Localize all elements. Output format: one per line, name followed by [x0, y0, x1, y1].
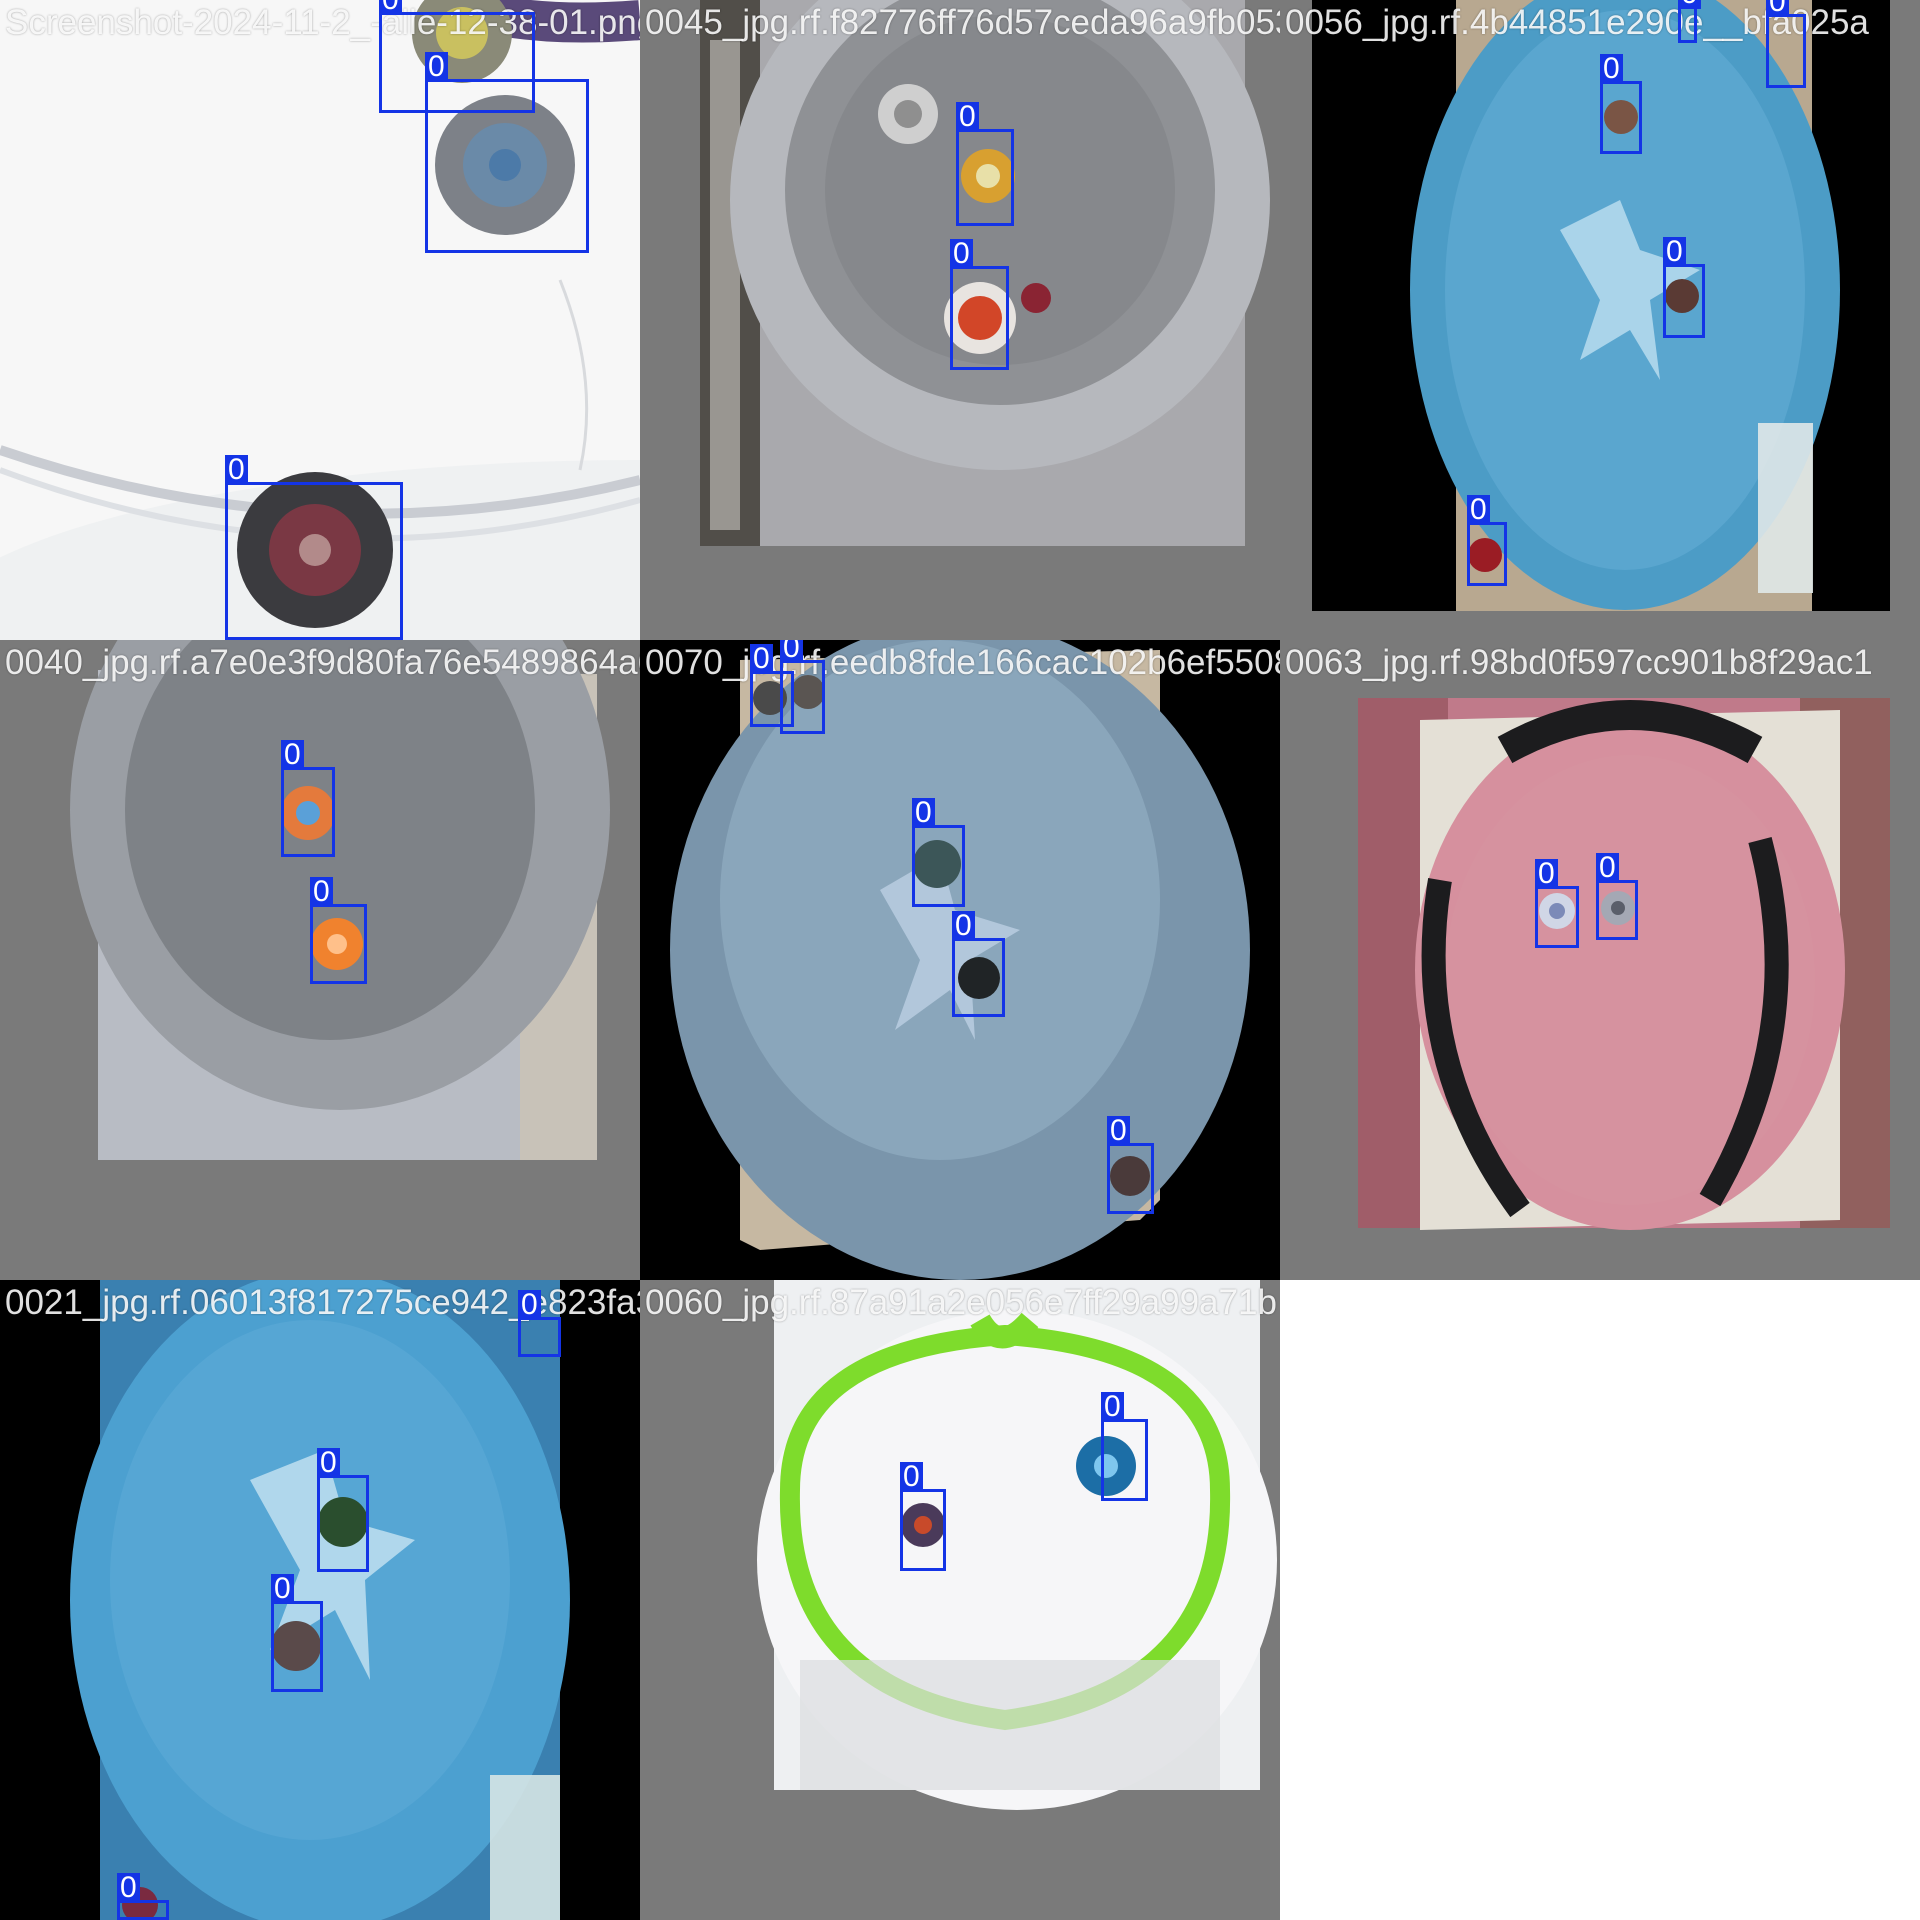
tile-0-title: Screenshot-2024-11-2_-alle-12-38-01.png [5, 3, 640, 42]
tile-5: 0063_jpg.rf.98bd0f597cc901b8f29ac1 0 0 [1280, 640, 1920, 1280]
tile-7: 0060_jpg.rf.87a91a2e056e7ff29a99a71b 0 0 [640, 1280, 1280, 1920]
tile-3: 0040_jpg.rf.a7e0e3f9d80fa76e5489864a6 0 … [0, 640, 640, 1280]
class-label: 0 [425, 52, 448, 82]
detection-box: 0 [950, 239, 1009, 370]
detection-box: 0 [1663, 237, 1705, 338]
detection-box: 0 [518, 1290, 561, 1357]
class-label: 0 [117, 1873, 140, 1903]
class-label: 0 [1663, 237, 1686, 267]
tile-2: 0056_jpg.rf.4b44851e290e__bfa025a 0 0 0 … [1280, 0, 1920, 640]
detection-box: 0 [271, 1574, 323, 1692]
detection-box: 0 [1600, 54, 1642, 154]
class-label: 0 [317, 1448, 340, 1478]
tile-4: 0070_jpg.rf.eedb8fde166cac102b6ef55082 0… [640, 640, 1280, 1280]
class-label: 0 [518, 1290, 541, 1320]
detection-box: 0 [379, 0, 535, 113]
class-label: 0 [271, 1574, 294, 1604]
class-label: 0 [281, 740, 304, 770]
class-label: 0 [310, 877, 333, 907]
detection-box: 0 [317, 1448, 369, 1572]
detection-box: 0 [425, 52, 589, 253]
tile-0: Screenshot-2024-11-2_-alle-12-38-01.png … [0, 0, 640, 640]
detection-box: 0 [1678, 0, 1701, 43]
tile-3-photo [0, 640, 640, 1280]
detection-box: 0 [900, 1462, 946, 1571]
tile-6-photo [0, 1280, 640, 1920]
class-label: 0 [750, 644, 773, 674]
detection-box: 0 [117, 1873, 169, 1920]
class-label: 0 [780, 640, 803, 663]
detection-box: 0 [952, 911, 1005, 1017]
class-label: 0 [1101, 1392, 1124, 1422]
class-label: 0 [1467, 495, 1490, 525]
detection-box: 0 [1766, 0, 1806, 88]
class-label: 0 [1766, 0, 1789, 17]
detection-box: 0 [912, 798, 965, 907]
class-label: 0 [1600, 54, 1623, 84]
tile-4-photo [640, 640, 1280, 1280]
detection-box: 0 [780, 640, 825, 734]
detection-box: 0 [1596, 853, 1638, 940]
tile-6: 0021_jpg.rf.06013f817275ce942_e823fa3c2d… [0, 1280, 640, 1920]
class-label: 0 [956, 102, 979, 132]
class-label: 0 [1596, 853, 1619, 883]
detection-box: 0 [1467, 495, 1507, 586]
tile-7-title: 0060_jpg.rf.87a91a2e056e7ff29a99a71b [645, 1283, 1277, 1322]
class-label: 0 [952, 911, 975, 941]
tile-1-title: 0045_jpg.rf.f82776ff76d57ceda96a9fb05346 [645, 3, 1280, 42]
detection-box: 0 [750, 644, 794, 727]
detection-box: 0 [956, 102, 1014, 226]
detection-box: 0 [225, 455, 403, 640]
class-label: 0 [1107, 1116, 1130, 1146]
tile-5-title: 0063_jpg.rf.98bd0f597cc901b8f29ac1 [1285, 643, 1873, 682]
detection-box: 0 [1107, 1116, 1154, 1214]
tile-4-title: 0070_jpg.rf.eedb8fde166cac102b6ef55082 [645, 643, 1280, 682]
class-label: 0 [379, 0, 402, 15]
detection-box: 0 [281, 740, 335, 857]
class-label: 0 [900, 1462, 923, 1492]
detection-box: 0 [310, 877, 367, 984]
detection-box: 0 [1535, 859, 1579, 948]
tile-7-photo [640, 1280, 1280, 1920]
class-label: 0 [1535, 859, 1558, 889]
tile-1-photo [640, 0, 1280, 640]
class-label: 0 [950, 239, 973, 269]
class-label: 0 [912, 798, 935, 828]
detection-box: 0 [1101, 1392, 1148, 1501]
class-label: 0 [225, 455, 248, 485]
tile-3-title: 0040_jpg.rf.a7e0e3f9d80fa76e5489864a6 [5, 643, 640, 682]
tile-5-photo [1280, 640, 1920, 1280]
class-label: 0 [1678, 0, 1701, 9]
tile-1: 0045_jpg.rf.f82776ff76d57ceda96a9fb05346… [640, 0, 1280, 640]
